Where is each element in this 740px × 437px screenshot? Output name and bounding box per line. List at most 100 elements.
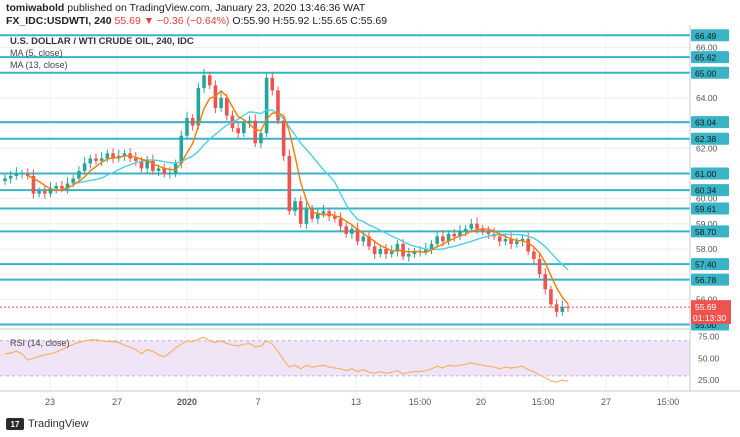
candle-body <box>77 170 81 179</box>
symbol-label: FX_IDC:USDWTI, 240 <box>6 15 112 27</box>
level-price-label: 58.70 <box>695 227 717 237</box>
level-price-label: 65.00 <box>695 68 717 78</box>
time-tick-label: 27 <box>112 397 122 407</box>
candle-body <box>304 208 309 224</box>
candle-body <box>207 75 212 86</box>
candle-body <box>429 243 434 249</box>
tradingview-logo-icon[interactable]: 17 <box>6 418 24 430</box>
candle-body <box>25 173 30 176</box>
rsi-axis: 25.00 50.00 75.00 <box>698 331 720 385</box>
candle-body <box>196 87 201 126</box>
candle-body <box>94 158 98 161</box>
candle-body <box>355 228 360 242</box>
candle-body <box>532 251 536 260</box>
candle-body <box>293 201 297 212</box>
candle-body <box>406 254 411 257</box>
time-tick-label: 27 <box>601 397 611 407</box>
candle-body <box>486 231 491 234</box>
level-price-tag <box>691 29 729 42</box>
candle-body <box>264 77 269 134</box>
candle-body <box>350 228 354 234</box>
price-tick-label: 66.00 <box>696 43 718 53</box>
candle-body <box>151 160 155 171</box>
candle-body <box>14 173 19 176</box>
candle-body <box>145 160 149 169</box>
candle-body <box>88 158 93 164</box>
candle-body <box>156 168 161 171</box>
candle-body <box>515 241 519 244</box>
candle-body <box>242 123 246 134</box>
price-change: 55.69 ▼ −0.36 (−0.64%) <box>114 15 230 27</box>
level-price-label: 56.78 <box>695 275 717 285</box>
publisher-line: tomiwabold published on TradingView.com,… <box>6 2 365 14</box>
countdown-label: 01:13:30 <box>693 313 726 323</box>
candle-body <box>54 186 58 189</box>
candle-body <box>224 97 229 116</box>
candle-body <box>537 259 542 275</box>
horizontal-levels <box>0 34 690 326</box>
level-price-label: 57.40 <box>695 260 717 270</box>
candle-body <box>441 236 445 242</box>
level-price-tag <box>691 225 729 238</box>
candle-body <box>60 186 64 189</box>
time-tick-label: 7 <box>255 397 260 407</box>
level-price-tag <box>691 273 729 286</box>
level-price-tag <box>691 116 729 129</box>
candle-body <box>384 248 388 255</box>
candle-body <box>287 155 292 212</box>
candle-body <box>543 274 548 290</box>
candle-body <box>111 153 115 159</box>
candle-body <box>554 304 559 312</box>
candle-body <box>139 160 144 169</box>
level-price-label: 62.38 <box>695 134 717 144</box>
quote-line: FX_IDC:USDWTI, 240 55.69 ▼ −0.36 (−0.64%… <box>6 15 387 27</box>
brand-name[interactable]: TradingView <box>28 418 89 430</box>
candle-body <box>463 228 468 232</box>
price-axis[interactable]: 66.00 64.00 62.00 60.00 59.00 58.00 56.00 66.49… <box>691 29 731 331</box>
legend-ma5[interactable]: MA (5, close) <box>10 48 63 58</box>
level-price-tag <box>691 51 729 64</box>
candle-body <box>480 228 485 232</box>
candle-body <box>424 248 428 252</box>
rsi-line <box>4 336 569 383</box>
level-price-label: 66.49 <box>695 31 717 41</box>
rsi-tick-label: 75.00 <box>698 331 720 341</box>
time-axis[interactable]: 23 27 2020 7 13 15:00 20 15:00 27 15:00 <box>45 397 679 407</box>
candle-body <box>48 188 53 194</box>
candle-body <box>401 243 405 257</box>
candle-body <box>259 133 263 144</box>
candle-body <box>458 231 462 237</box>
ma5-line <box>27 89 569 305</box>
candle-body <box>65 183 70 189</box>
ohlc-values: O:55.90 H:55.92 L:55.65 C:55.69 <box>232 15 388 27</box>
candle-body <box>71 178 76 184</box>
legend-ma13[interactable]: MA (13, close) <box>10 60 68 70</box>
candle-body <box>43 191 47 194</box>
last-price-label: 55.69 <box>695 302 717 312</box>
footer-branding: 17 TradingView <box>6 418 89 430</box>
level-price-tag <box>691 132 729 145</box>
candle-body <box>133 158 138 161</box>
candle-body <box>253 120 258 144</box>
candle-body <box>321 211 326 214</box>
candle-body <box>469 223 474 229</box>
price-tick-label: 62.00 <box>696 143 718 153</box>
candle-body <box>503 238 508 242</box>
candle-body <box>8 175 13 179</box>
candle-body <box>338 218 343 227</box>
candle-body <box>281 120 286 156</box>
candle-body <box>435 236 440 244</box>
time-tick-label: 15:00 <box>409 397 432 407</box>
rsi-legend[interactable]: RSI (14, close) <box>10 338 70 348</box>
level-price-label: 59.61 <box>695 204 717 214</box>
level-price-tag <box>691 184 729 197</box>
time-tick-label: 13 <box>351 397 361 407</box>
candle-body <box>520 238 525 242</box>
level-price-label: 63.04 <box>695 118 717 128</box>
candle-body <box>389 251 394 255</box>
time-tick-label: 2020 <box>177 397 197 407</box>
candle-body <box>315 213 320 219</box>
candle-body <box>475 223 479 229</box>
author-name[interactable]: tomiwabold <box>6 2 65 14</box>
